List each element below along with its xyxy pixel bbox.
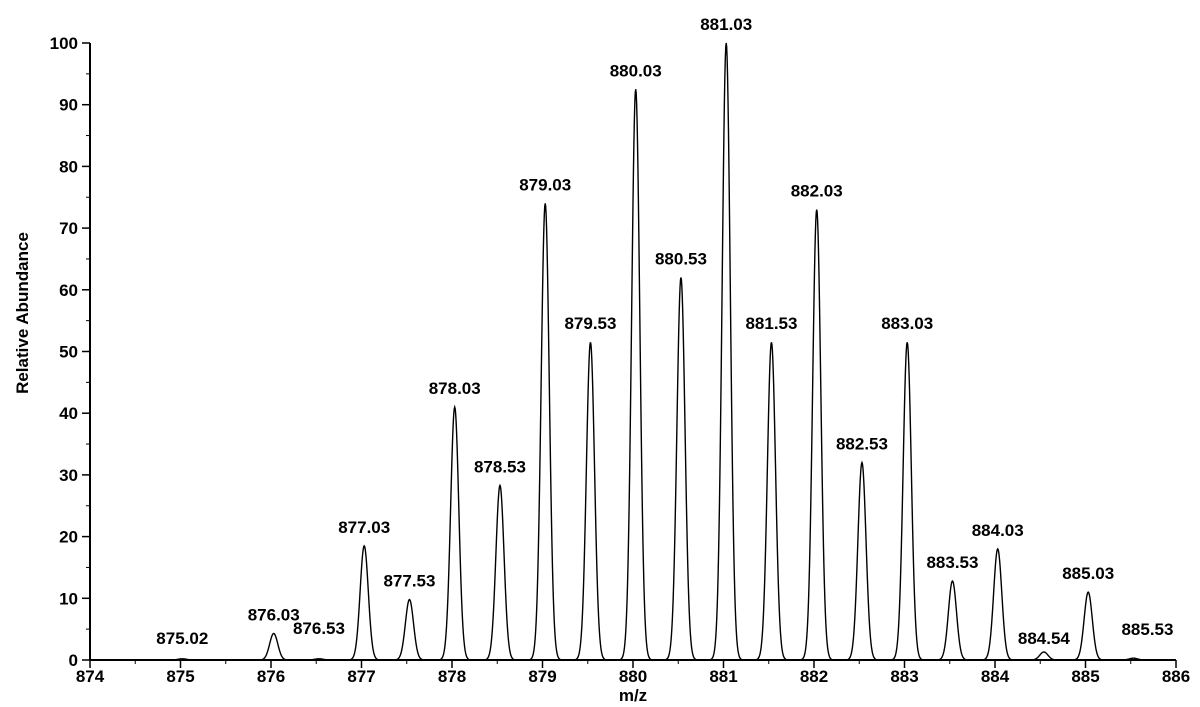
peak-label: 880.03 <box>610 61 662 80</box>
y-tick-label: 100 <box>50 34 78 53</box>
y-ticks: 0 10 20 30 40 50 60 70 80 90 100 <box>50 34 90 670</box>
y-tick-label: 80 <box>59 157 78 176</box>
y-tick-label: 50 <box>59 343 78 362</box>
peak-label: 883.03 <box>881 314 933 333</box>
peak-label: 885.53 <box>1121 620 1173 639</box>
x-tick-label: 878 <box>438 667 466 686</box>
x-tick-label: 877 <box>347 667 375 686</box>
y-tick-label: 20 <box>59 528 78 547</box>
x-tick-label: 876 <box>257 667 285 686</box>
peak-label: 881.53 <box>745 314 797 333</box>
y-tick-label: 30 <box>59 466 78 485</box>
x-ticks: 874 875 876 877 878 879 880 881 882 883 884 885 886 <box>76 660 1190 686</box>
peak-label: 882.53 <box>836 435 888 454</box>
y-tick-label: 0 <box>69 651 78 670</box>
peak-label: 879.03 <box>519 175 571 194</box>
x-tick-label: 874 <box>76 667 105 686</box>
x-tick-label: 883 <box>890 667 918 686</box>
peak-label: 880.53 <box>655 249 707 268</box>
spectrum-line <box>90 42 1176 661</box>
peak-label: 876.03 <box>248 605 300 624</box>
peak-label: 881.03 <box>700 15 752 34</box>
x-tick-label: 881 <box>709 667 737 686</box>
peak-label: 876.53 <box>293 619 345 638</box>
x-tick-label: 880 <box>619 667 647 686</box>
peak-label: 878.53 <box>474 457 526 476</box>
y-tick-label: 60 <box>59 281 78 300</box>
x-tick-label: 879 <box>528 667 556 686</box>
x-tick-label: 882 <box>800 667 828 686</box>
axes <box>89 43 1176 661</box>
peak-label: 885.03 <box>1062 564 1114 583</box>
x-tick-label: 886 <box>1162 667 1190 686</box>
x-tick-label: 884 <box>981 667 1010 686</box>
peak-label: 875.02 <box>156 629 208 648</box>
peak-label: 882.03 <box>791 182 843 201</box>
y-tick-label: 10 <box>59 589 78 608</box>
y-tick-label: 90 <box>59 96 78 115</box>
peak-label: 877.53 <box>383 572 435 591</box>
peak-label: 877.03 <box>338 518 390 537</box>
peak-label: 879.53 <box>564 314 616 333</box>
x-tick-label: 885 <box>1071 667 1099 686</box>
y-tick-label: 70 <box>59 219 78 238</box>
y-axis-title: Relative Abundance <box>13 232 32 394</box>
peak-label: 884.03 <box>972 521 1024 540</box>
x-axis-title: m/z <box>619 686 647 705</box>
y-tick-label: 40 <box>59 404 78 423</box>
peak-label: 884.54 <box>1018 629 1071 648</box>
x-tick-label: 875 <box>166 667 194 686</box>
peak-label: 883.53 <box>926 553 978 572</box>
peak-label: 878.03 <box>429 379 481 398</box>
